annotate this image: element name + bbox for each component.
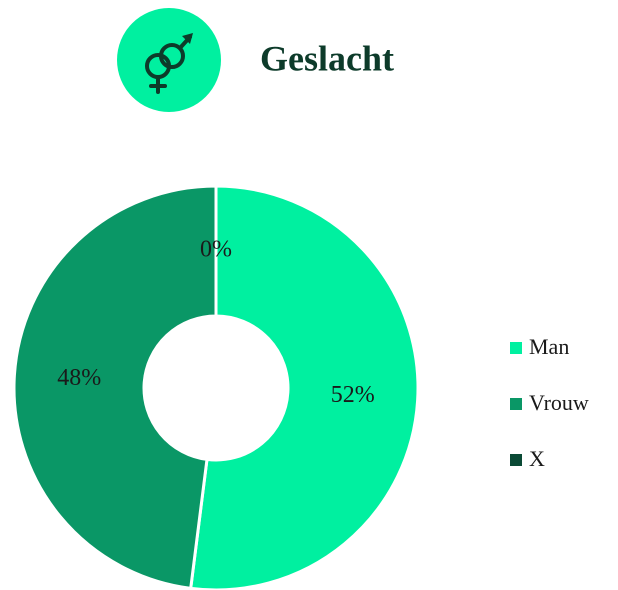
legend-swatch [510, 454, 522, 466]
value-label: 48% [57, 365, 101, 391]
donut-slice [189, 184, 420, 590]
legend-label: Vrouw [529, 390, 589, 415]
legend-label: Man [529, 334, 569, 359]
legend-swatch [510, 342, 522, 354]
legend-label: X [529, 446, 545, 471]
value-label: 52% [331, 382, 375, 408]
icon [117, 8, 221, 112]
legend-swatch [510, 398, 522, 410]
donut-slice [12, 184, 218, 590]
chart-title: Geslacht [260, 38, 394, 78]
value-label: 0% [200, 237, 232, 263]
